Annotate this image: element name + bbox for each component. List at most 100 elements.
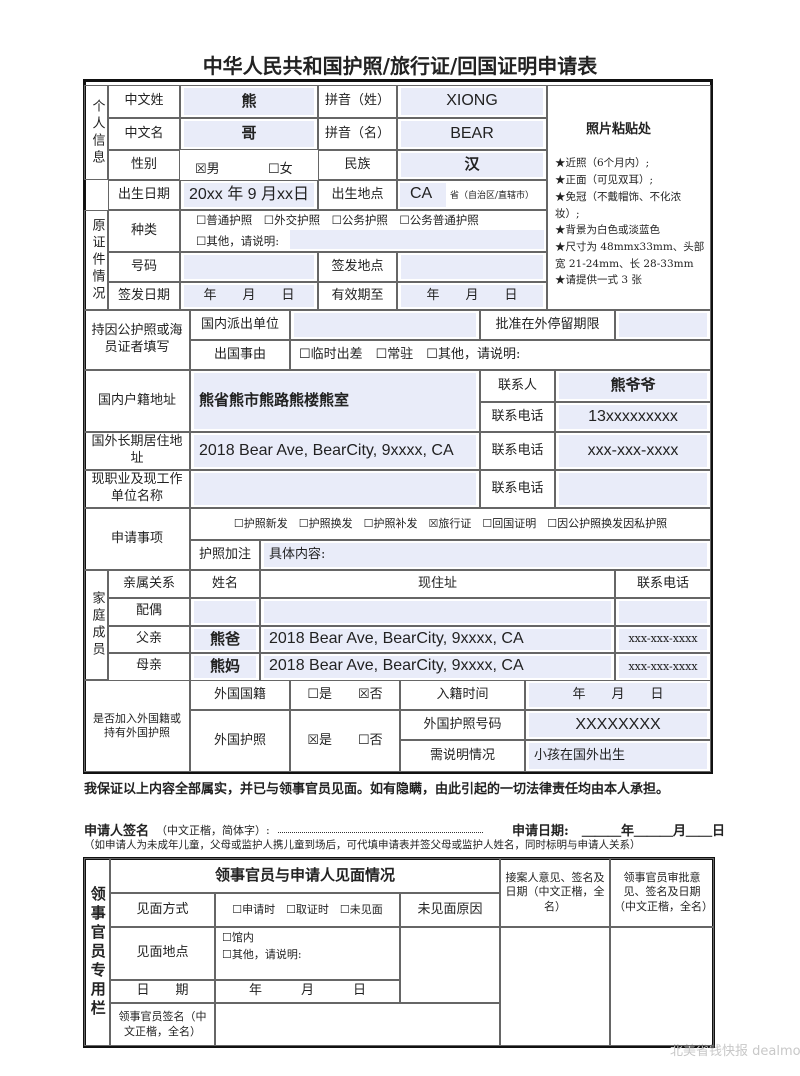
label-meet-date: 日 期 bbox=[110, 980, 215, 1003]
field-explain[interactable]: 小孩在国外出生 bbox=[525, 740, 711, 772]
photo-note: ★正面（可见双耳）; bbox=[555, 174, 654, 186]
label-foreign-passport: 外国护照 bbox=[190, 710, 290, 772]
receiver-opinion-header: 接案人意见、签名及日期（中文正楷，全名） bbox=[500, 858, 610, 927]
label-doc-number: 号码 bbox=[108, 252, 180, 282]
label-meet-method: 见面方式 bbox=[110, 893, 215, 927]
field-domestic-address[interactable]: 熊省熊市熊路熊楼熊室 bbox=[190, 370, 480, 432]
field-approver-opinion bbox=[610, 927, 714, 1046]
field-dob[interactable]: 20xx 年 9 月xx日 bbox=[180, 180, 318, 210]
field-passport-no-fill bbox=[529, 713, 707, 737]
label-endorse: 护照加注 bbox=[190, 540, 260, 570]
family-name-fill bbox=[194, 656, 256, 678]
section-consular: 领事官员专用栏 bbox=[84, 858, 110, 1046]
field-expiry[interactable]: 年 月 日 bbox=[397, 282, 547, 310]
family-header-name: 姓名 bbox=[190, 570, 260, 598]
doc-type-options bbox=[180, 210, 547, 252]
photo-note: ★免冠（不戴帽饰、不化浓妆）; bbox=[555, 191, 681, 220]
reason-options[interactable]: ☐临时出差 ☐常驻 ☐其他，请说明: bbox=[290, 340, 711, 370]
field-work-phone[interactable] bbox=[555, 470, 711, 508]
label-abroad: 国外长期居住地址 bbox=[84, 432, 190, 470]
signature-line[interactable] bbox=[278, 832, 483, 833]
field-pinyin-surname[interactable]: XIONG bbox=[397, 85, 547, 118]
family-address-fill bbox=[264, 656, 611, 678]
signature-label: 申请人签名 bbox=[84, 824, 150, 839]
sex-male-checkbox[interactable]: ☒男 bbox=[195, 162, 220, 177]
field-surname[interactable]: 熊 bbox=[180, 85, 318, 118]
field-stay[interactable] bbox=[615, 310, 711, 340]
field-officer-sign bbox=[215, 1003, 500, 1046]
field-given[interactable]: 哥 bbox=[180, 118, 318, 150]
field-ethnicity[interactable]: 汉 bbox=[397, 150, 547, 180]
application-options[interactable]: ☐护照新发 ☐护照换发 ☐护照补发 ☒旅行证 ☐回国证明 ☐因公护照换发因私护照 bbox=[190, 508, 711, 540]
foreign-passport-options[interactable]: ☒是 ☐否 bbox=[290, 710, 400, 772]
field-meet-date[interactable]: 年 月 日 bbox=[215, 980, 400, 1003]
sex-female-checkbox[interactable]: ☐女 bbox=[268, 162, 293, 177]
family-header-address: 现住址 bbox=[260, 570, 615, 598]
doc-type-checkboxes[interactable]: ☐普通护照 ☐外交护照 ☐公务护照 ☐公务普通护照 bbox=[196, 213, 479, 227]
section-personal: 个人信息 bbox=[84, 85, 108, 180]
label-given: 中文名 bbox=[108, 118, 180, 150]
meet-place-in[interactable]: ☐馆内 bbox=[222, 931, 254, 944]
pob-suffix: 省（自治区/直辖市） bbox=[450, 191, 535, 201]
field-issue-place[interactable] bbox=[397, 252, 547, 282]
application-date[interactable]: ＿＿＿年＿＿＿月＿＿日 bbox=[582, 824, 726, 839]
family-name[interactable]: 熊妈 bbox=[190, 653, 260, 681]
field-dispatch[interactable] bbox=[290, 310, 480, 340]
field-domestic-address-fill bbox=[194, 373, 476, 429]
family-phone[interactable]: xxx-xxx-xxxx bbox=[615, 653, 711, 681]
label-nationality: 外国国籍 bbox=[190, 680, 290, 710]
field-ethnicity-fill bbox=[401, 153, 543, 177]
family-name-fill bbox=[194, 601, 256, 623]
photo-note: ★背景为白色或淡蓝色 bbox=[555, 224, 660, 236]
field-endorse-content[interactable]: 具体内容: bbox=[260, 540, 711, 570]
field-pob-fill bbox=[400, 183, 446, 207]
label-issue-place: 签发地点 bbox=[318, 252, 397, 282]
field-endorse-content-fill bbox=[264, 543, 707, 567]
field-pinyin-given[interactable]: BEAR bbox=[397, 118, 547, 150]
field-abroad-phone[interactable]: xxx-xxx-xxxx bbox=[555, 432, 711, 470]
family-address[interactable]: 2018 Bear Ave, BearCity, 9xxxx, CA bbox=[260, 653, 615, 681]
family-address[interactable] bbox=[260, 598, 615, 626]
declaration: 我保证以上内容全部属实，并已与领事官员见面。如有隐瞒，由此引起的一切法律责任均由… bbox=[84, 782, 670, 797]
field-passport-no[interactable]: XXXXXXXX bbox=[525, 710, 711, 740]
family-address[interactable]: 2018 Bear Ave, BearCity, 9xxxx, CA bbox=[260, 625, 615, 653]
label-ethnicity: 民族 bbox=[318, 150, 397, 180]
field-issue-place-fill bbox=[401, 255, 543, 279]
family-phone-fill bbox=[619, 628, 707, 650]
doc-type-other[interactable]: ☐其他，请说明: bbox=[196, 234, 280, 248]
nationality-options[interactable]: ☐是 ☒否 bbox=[290, 680, 400, 710]
label-official: 持因公护照或海员证者填写 bbox=[84, 310, 190, 370]
meet-method-options[interactable]: ☐申请时 ☐取证时 ☐未见面 bbox=[215, 893, 400, 927]
field-abroad-address[interactable]: 2018 Bear Ave, BearCity, 9xxxx, CA bbox=[190, 432, 480, 470]
family-address-fill bbox=[264, 628, 611, 650]
field-dispatch-fill bbox=[294, 313, 476, 337]
signature-note: （如申请人为未成年儿童，父母或监护人携儿童到场后，可代填申请表并签父母或监护人姓… bbox=[84, 839, 641, 851]
field-stay-fill bbox=[619, 313, 707, 337]
label-sex: 性别 bbox=[108, 150, 180, 180]
field-work[interactable] bbox=[190, 470, 480, 508]
field-contact[interactable]: 熊爷爷 bbox=[555, 370, 711, 402]
field-domestic-phone[interactable]: 13xxxxxxxxx bbox=[555, 402, 711, 432]
label-stay: 批准在外停留期限 bbox=[480, 310, 615, 340]
family-phone[interactable]: xxx-xxx-xxxx bbox=[615, 625, 711, 653]
family-name[interactable]: 熊爸 bbox=[190, 625, 260, 653]
field-naturalization[interactable]: 年 月 日 bbox=[525, 680, 711, 710]
field-doc-number-fill bbox=[184, 255, 314, 279]
field-dob-fill bbox=[184, 183, 314, 207]
label-pinyin-given: 拼音（名） bbox=[318, 118, 397, 150]
field-pob[interactable]: CA bbox=[410, 185, 433, 202]
field-issue-date[interactable]: 年 月 日 bbox=[180, 282, 318, 310]
family-name[interactable] bbox=[190, 598, 260, 626]
meet-place-other[interactable]: ☐其他，请说明: bbox=[222, 948, 302, 961]
family-phone[interactable] bbox=[615, 598, 711, 626]
dealmoon-watermark: 北美省钱快报 dealmoon bbox=[670, 1040, 800, 1059]
family-phone-fill bbox=[619, 601, 707, 623]
field-issue-date-fill bbox=[184, 285, 314, 307]
watermark-text: 北美省钱快报 dealmoon bbox=[670, 1044, 800, 1059]
family-relation: 母亲 bbox=[108, 653, 190, 681]
field-doc-number[interactable] bbox=[180, 252, 318, 282]
signature-hint: （中文正楷，简体字）: bbox=[156, 824, 270, 837]
label-dob: 出生日期 bbox=[108, 180, 180, 210]
section-original-doc: 原证件情况 bbox=[84, 210, 108, 310]
